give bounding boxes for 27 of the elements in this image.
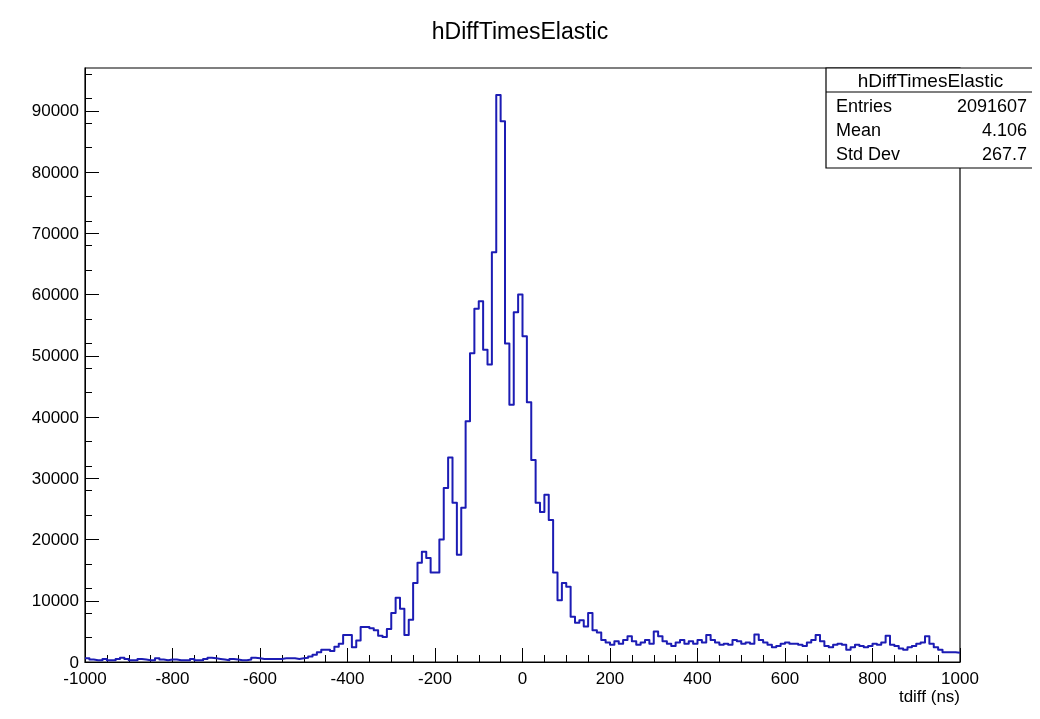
x-tick-label: -1000 bbox=[63, 669, 107, 688]
y-tick-label: 10000 bbox=[31, 591, 79, 611]
text: Entries 2091607 bbox=[836, 96, 1027, 116]
x-tick-label: -400 bbox=[330, 669, 365, 688]
x-axis-title: tdiff (ns) bbox=[898, 687, 960, 706]
x-tick-label: -200 bbox=[417, 669, 453, 688]
y-tick-label: 50000 bbox=[31, 346, 79, 366]
y-tick-label: 80000 bbox=[31, 162, 79, 182]
x-tick-label: 600 bbox=[770, 669, 800, 688]
y-tick-label: 60000 bbox=[31, 285, 79, 305]
x-tick-label: 800 bbox=[858, 669, 887, 688]
x-tick-label: 0 bbox=[517, 669, 528, 688]
x-tick-label: 400 bbox=[683, 669, 712, 688]
y-tick-label: 40000 bbox=[31, 407, 79, 427]
text: Std Dev 267.7 bbox=[836, 144, 1027, 164]
x-tick-label: -600 bbox=[242, 669, 278, 688]
text: Mean 4.106 bbox=[836, 120, 1027, 140]
y-tick-label: 90000 bbox=[31, 101, 79, 121]
annotation: hDiffTimesElastic bbox=[857, 69, 1004, 91]
x-tick-label: -800 bbox=[155, 669, 190, 688]
y-tick-label: 30000 bbox=[31, 468, 79, 488]
y-tick-label: 20000 bbox=[31, 530, 79, 550]
x-tick-label: 1000 bbox=[941, 669, 979, 688]
y-tick-label: 70000 bbox=[31, 223, 79, 243]
y-tick-label: 0 bbox=[69, 652, 79, 672]
chart-title: hDiffTimesElastic bbox=[431, 17, 609, 44]
x-tick-label: 200 bbox=[595, 669, 625, 688]
